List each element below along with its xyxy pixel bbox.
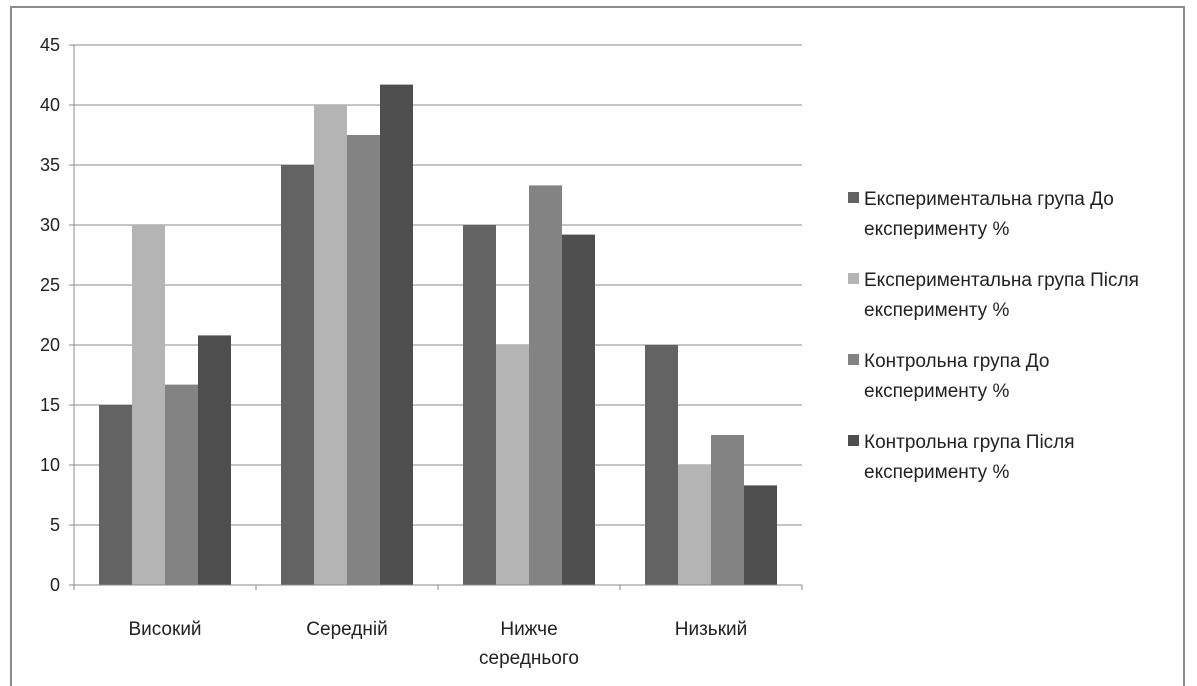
legend-label: Експериментальна група Після [864, 270, 1139, 291]
legend-label: експерименту % [864, 462, 1009, 483]
y-tick-label: 20 [40, 335, 60, 355]
bar [132, 225, 165, 585]
y-tick-label: 15 [40, 395, 60, 415]
y-tick-label: 30 [40, 215, 60, 235]
bars [99, 84, 777, 585]
legend-swatch [848, 435, 859, 446]
x-tick-label: Низький [675, 619, 747, 640]
legend-label: Експериментальна група До [864, 189, 1114, 210]
y-tick-label: 5 [50, 515, 60, 535]
axes: 0 5 10 15 20 25 30 35 40 45 Високий Середній Нижче се… [40, 35, 803, 669]
bar-chart: 0 5 10 15 20 25 30 35 40 45 Високий Середній Нижче се… [40, 35, 1139, 669]
legend-label: експерименту % [864, 300, 1009, 321]
y-tick-label: 40 [40, 95, 60, 115]
bar [198, 335, 231, 585]
bar [529, 185, 562, 585]
bar [645, 345, 678, 585]
legend-swatch [848, 192, 859, 203]
y-tick-label: 10 [40, 455, 60, 475]
x-tick-label: Високий [128, 619, 201, 640]
legend-swatch [848, 273, 859, 284]
bar [99, 405, 132, 585]
bar [281, 165, 314, 585]
x-tick-label: середнього [479, 648, 579, 669]
y-tick-label: 0 [50, 575, 60, 595]
bar [463, 225, 496, 585]
x-tick-label: Середній [306, 619, 387, 640]
legend-swatch [848, 354, 859, 365]
legend-label: Контрольна група Після [864, 432, 1075, 453]
y-tick-label: 35 [40, 155, 60, 175]
bar [347, 135, 380, 585]
bar [744, 485, 777, 585]
bar [562, 234, 595, 585]
legend-label: експерименту % [864, 381, 1009, 402]
chart-frame: 0 5 10 15 20 25 30 35 40 45 Високий Середній Нижче се… [10, 6, 1185, 686]
y-tick-label: 45 [40, 35, 60, 55]
bar [678, 465, 711, 585]
legend-label: Контрольна група До [864, 351, 1049, 372]
bar [165, 384, 198, 585]
x-tick-label: Нижче [500, 619, 557, 640]
bar [711, 435, 744, 585]
y-tick-label: 25 [40, 275, 60, 295]
bar [314, 105, 347, 585]
legend-label: експерименту % [864, 219, 1009, 240]
legend: Експериментальна група До експерименту % Е… [848, 189, 1139, 483]
bar [380, 84, 413, 585]
bar [496, 345, 529, 585]
